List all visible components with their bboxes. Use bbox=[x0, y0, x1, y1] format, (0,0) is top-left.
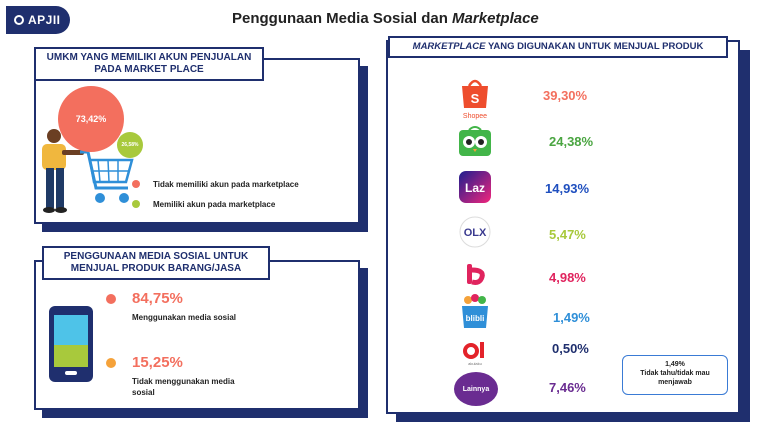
bukalapak-value: 4,98% bbox=[549, 270, 586, 285]
svg-text:OLX: OLX bbox=[464, 227, 487, 239]
apjii-logo: APJII bbox=[6, 6, 70, 34]
tokopedia-icon bbox=[457, 124, 493, 158]
lainnya-icon: Lainnya bbox=[454, 372, 498, 406]
umkm-panel-title: UMKM YANG MEMILIKI AKUN PENJUALAN PADA M… bbox=[34, 47, 264, 81]
svg-text:S: S bbox=[471, 91, 480, 106]
olx-icon: OLX bbox=[458, 215, 492, 249]
logo-mark-icon bbox=[14, 15, 24, 25]
social-dot-not-use bbox=[106, 358, 116, 368]
unknown-answer-value: 1,49% bbox=[665, 361, 685, 368]
social-panel-title: PENGGUNAAN MEDIA SOSIAL UNTUK MENJUAL PR… bbox=[42, 246, 270, 280]
unknown-answer-note: 1,49% Tidak tahu/tidak mau menjawab bbox=[622, 355, 728, 395]
svg-text:blibli: blibli bbox=[466, 314, 485, 323]
unknown-answer-label: Tidak tahu/tidak mau menjawab bbox=[640, 370, 710, 386]
no-account-value: 73,42% bbox=[75, 114, 107, 124]
akulaku-caption: akulaku bbox=[468, 361, 482, 366]
smartphone-icon bbox=[49, 306, 93, 382]
shopee-caption: Shopee bbox=[462, 113, 488, 120]
legend-dot-has-account bbox=[132, 200, 140, 208]
logo-text: APJII bbox=[28, 13, 61, 27]
legend-dot-no-account bbox=[132, 180, 140, 188]
social-not-use-value: 15,25% bbox=[132, 354, 183, 371]
shopping-cart-person-icon bbox=[42, 129, 134, 213]
social-use-value: 84,75% bbox=[132, 290, 183, 307]
shopee-value: 39,30% bbox=[543, 88, 588, 103]
tokopedia-value: 24,38% bbox=[549, 134, 594, 149]
lainnya-label: Lainnya bbox=[462, 385, 490, 393]
page-title: Penggunaan Media Sosial dan Marketplace bbox=[232, 10, 539, 27]
shopee-icon: S Shopee bbox=[458, 76, 492, 120]
svg-text:Laz: Laz bbox=[465, 181, 485, 195]
marketplace-panel-title: MARKETPLACE YANG DIGUNAKAN UNTUK MENJUAL… bbox=[388, 36, 728, 58]
social-dot-use bbox=[106, 294, 116, 304]
bukalapak-icon bbox=[464, 262, 486, 286]
has-account-bubble: 26,58% bbox=[117, 132, 143, 158]
akulaku-icon: akulaku bbox=[462, 338, 488, 366]
akulaku-value: 0,50% bbox=[552, 341, 589, 356]
lazada-value: 14,93% bbox=[545, 181, 590, 196]
social-not-use-label: Tidak menggunakan media sosial bbox=[132, 377, 235, 397]
page-title-italic: Marketplace bbox=[452, 10, 539, 27]
lazada-icon: Laz bbox=[458, 170, 492, 204]
page-title-plain: Penggunaan Media Sosial dan bbox=[232, 10, 453, 27]
blibli-value: 1,49% bbox=[553, 310, 590, 325]
has-account-value: 26,58% bbox=[121, 142, 139, 148]
blibli-icon: blibli bbox=[460, 294, 490, 330]
lainnya-value: 7,46% bbox=[549, 380, 586, 395]
olx-value: 5,47% bbox=[549, 227, 586, 242]
marketplace-title-rest: YANG DIGUNAKAN UNTUK MENJUAL PRODUK bbox=[485, 41, 704, 52]
legend-label-no-account: Tidak memiliki akun pada marketplace bbox=[153, 180, 299, 189]
social-use-label: Menggunakan media sosial bbox=[132, 313, 237, 322]
no-account-bubble: 73,42% bbox=[58, 86, 124, 152]
legend-label-has-account: Memiliki akun pada marketplace bbox=[153, 200, 276, 209]
marketplace-title-italic: MARKETPLACE bbox=[412, 41, 486, 52]
